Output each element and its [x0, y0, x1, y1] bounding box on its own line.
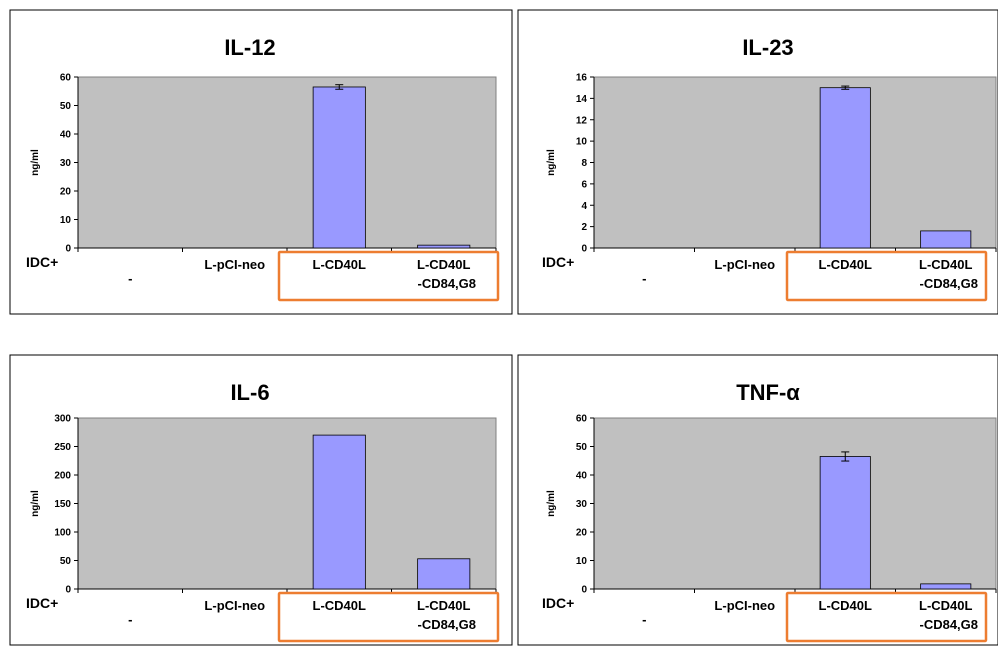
category-label: L-CD40L [313, 598, 367, 613]
y-tick-label: 50 [60, 556, 72, 567]
category-label: L-pCI-neo [714, 598, 775, 613]
category-label: L-CD40L [819, 598, 873, 613]
y-tick-label: 2 [581, 222, 587, 233]
category-label: L-pCI-neo [204, 598, 265, 613]
y-tick-label: 20 [576, 528, 588, 539]
highlight-box [785, 591, 988, 643]
y-tick-label: 40 [576, 471, 588, 482]
chart-panel-1: IL-12 0 10 20 30 40 50 60 ng/ml IDC+ - L-pCI-neo L-C… [9, 9, 513, 315]
y-axis-label: ng/ml [30, 149, 41, 176]
y-tick-label: 150 [54, 499, 71, 510]
y-tick-label: 30 [60, 158, 72, 169]
y-tick-label: 16 [576, 73, 588, 84]
bar [819, 456, 871, 590]
y-axis-label: ng/ml [546, 490, 557, 517]
category-prefix: IDC+ [26, 254, 58, 270]
chart-title: IL-23 [742, 35, 793, 60]
y-tick-label: 6 [581, 179, 587, 190]
y-tick-label: 0 [581, 585, 587, 596]
y-tick-label: 250 [54, 442, 71, 453]
y-tick-label: 10 [576, 556, 588, 567]
highlight-box [277, 591, 500, 643]
chart-panel-2: IL-23 0 2 4 6 8 10 12 14 16 ng/ml IDC+ - L-pCI-neo L-C… [517, 9, 998, 315]
y-tick-label: 60 [60, 73, 72, 84]
category-label: - [128, 612, 132, 627]
bar [417, 244, 471, 249]
y-tick-label: 300 [54, 414, 71, 425]
y-tick-label: 50 [576, 442, 588, 453]
bar [417, 558, 471, 590]
category-label: - [642, 612, 646, 627]
category-prefix: IDC+ [542, 254, 574, 270]
y-tick-label: 0 [65, 244, 71, 255]
category-label: L-CD40L -CD84,G8 [417, 257, 476, 291]
plot-area [593, 76, 997, 249]
y-tick-label: 100 [54, 528, 71, 539]
y-axis-label: ng/ml [30, 490, 41, 517]
bar [312, 86, 366, 249]
y-tick-label: 30 [576, 499, 588, 510]
y-tick-label: 0 [65, 585, 71, 596]
y-tick-label: 14 [576, 94, 588, 105]
category-label: L-CD40L [313, 257, 367, 272]
chart-title: IL-6 [230, 380, 269, 405]
y-tick-label: 50 [60, 101, 72, 112]
bar [312, 434, 366, 590]
bar [920, 583, 972, 590]
y-tick-label: 200 [54, 471, 71, 482]
chart-panel-3: IL-6 0 50 100 150 200 250 300 ng/ml IDC+ - L-pCI-ne… [9, 354, 513, 646]
category-label: - [128, 271, 132, 286]
chart-title: IL-12 [224, 35, 275, 60]
y-tick-label: 8 [581, 158, 587, 169]
y-tick-label: 12 [576, 115, 588, 126]
highlight-box [277, 250, 500, 302]
y-tick-label: 4 [581, 201, 587, 212]
category-label: L-CD40L -CD84,G8 [919, 257, 978, 291]
plot-area [77, 76, 497, 249]
chart-title: TNF-α [736, 380, 800, 405]
bar [920, 230, 972, 249]
category-label: L-CD40L [819, 257, 873, 272]
category-label: L-CD40L -CD84,G8 [417, 598, 476, 632]
plot-area [593, 417, 997, 590]
bar [819, 87, 871, 249]
y-tick-label: 20 [60, 187, 72, 198]
category-prefix: IDC+ [26, 595, 58, 611]
category-label: L-pCI-neo [204, 257, 265, 272]
category-label: - [642, 271, 646, 286]
y-tick-label: 10 [60, 215, 72, 226]
y-axis-label: ng/ml [546, 149, 557, 176]
y-tick-label: 40 [60, 130, 72, 141]
category-label: L-CD40L -CD84,G8 [919, 598, 978, 632]
category-label: L-pCI-neo [714, 257, 775, 272]
highlight-box [785, 250, 988, 302]
category-prefix: IDC+ [542, 595, 574, 611]
chart-panel-4: TNF-α 0 10 20 30 40 50 60 ng/ml IDC+ - L-pCI-neo L-C… [517, 354, 998, 646]
y-tick-label: 60 [576, 414, 588, 425]
y-tick-label: 10 [576, 137, 588, 148]
y-tick-label: 0 [581, 244, 587, 255]
